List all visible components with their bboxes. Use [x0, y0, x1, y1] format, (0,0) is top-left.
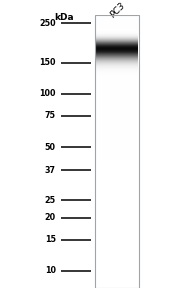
- Text: 20: 20: [45, 213, 56, 222]
- Text: 25: 25: [45, 196, 56, 205]
- Text: 75: 75: [45, 111, 56, 120]
- Text: PC3: PC3: [108, 1, 127, 20]
- Text: 10: 10: [45, 266, 56, 275]
- Text: 37: 37: [45, 166, 56, 175]
- Text: 100: 100: [39, 89, 56, 98]
- Text: 150: 150: [39, 58, 56, 67]
- Text: 15: 15: [45, 235, 56, 244]
- Bar: [95, 15, 139, 288]
- Text: 50: 50: [45, 143, 56, 152]
- Text: 250: 250: [39, 19, 56, 28]
- Text: kDa: kDa: [54, 13, 74, 22]
